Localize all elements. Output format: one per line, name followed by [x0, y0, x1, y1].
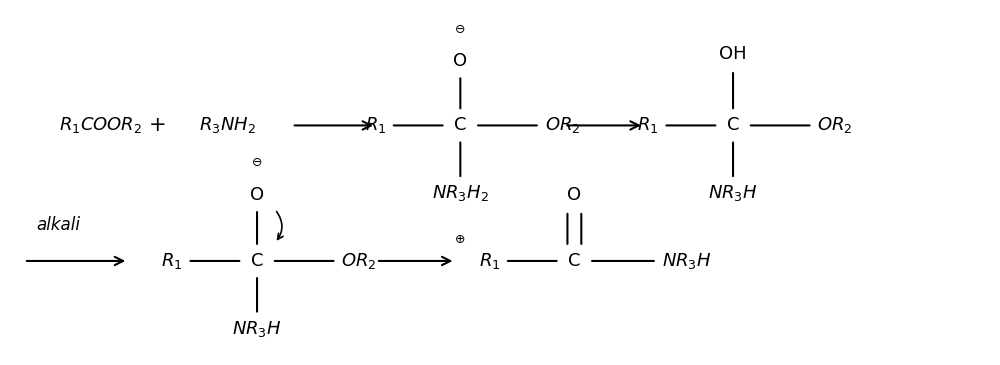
Text: +: + [149, 115, 167, 135]
Text: $NR_3H$: $NR_3H$ [708, 183, 758, 203]
Text: C: C [568, 252, 581, 270]
Text: O: O [250, 186, 264, 204]
Text: ⊖: ⊖ [252, 156, 262, 169]
Text: $R_1$: $R_1$ [479, 251, 500, 271]
Text: $NR_3H_2$: $NR_3H_2$ [432, 183, 489, 203]
Text: $R_1$: $R_1$ [161, 251, 183, 271]
Text: OH: OH [719, 45, 747, 63]
Text: O: O [567, 186, 581, 204]
Text: $OR_2$: $OR_2$ [341, 251, 377, 271]
Text: $R_1$: $R_1$ [365, 115, 386, 135]
Text: $NR_3H$: $NR_3H$ [662, 251, 711, 271]
Text: alkali: alkali [37, 216, 81, 234]
Text: C: C [251, 252, 263, 270]
Text: C: C [454, 116, 467, 134]
Text: $OR_2$: $OR_2$ [817, 115, 853, 135]
Text: $NR_3H$: $NR_3H$ [232, 319, 282, 339]
Text: C: C [727, 116, 739, 134]
Text: ⊕: ⊕ [455, 233, 466, 246]
Text: ⊖: ⊖ [455, 23, 466, 36]
FancyArrowPatch shape [277, 211, 283, 239]
Text: $OR_2$: $OR_2$ [545, 115, 580, 135]
Text: $R_1COOR_2$: $R_1COOR_2$ [59, 115, 142, 135]
Text: O: O [453, 52, 467, 70]
Text: $R_1$: $R_1$ [637, 115, 659, 135]
Text: $R_3NH_2$: $R_3NH_2$ [199, 115, 256, 135]
